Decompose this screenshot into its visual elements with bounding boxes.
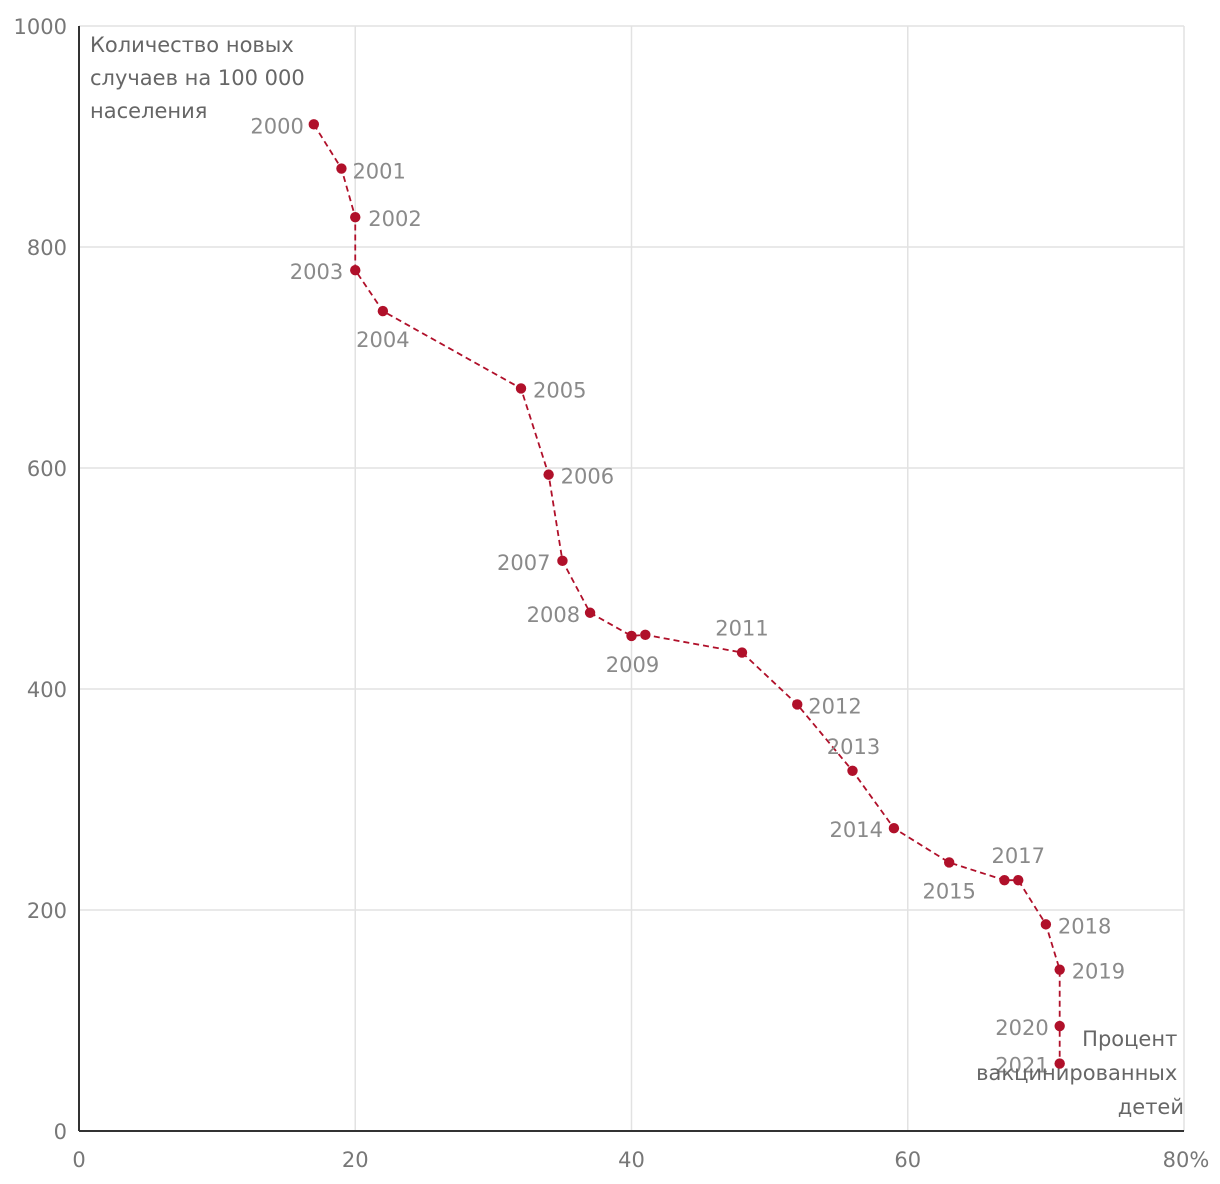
y-tick-label: 800 [27, 236, 67, 260]
point-label-2011: 2011 [715, 617, 768, 641]
point-label-2021: 2021 [995, 1054, 1048, 1078]
point-label-2000: 2000 [250, 114, 303, 138]
axes [78, 26, 1184, 1132]
point-label-2005: 2005 [533, 378, 586, 402]
data-point-2016 [999, 874, 1010, 886]
series-line [313, 123, 1061, 1064]
tick-labels: 0 20 40 60 80% 0 200 400 600 800 1000 [14, 15, 1210, 1172]
data-point-2013 [847, 765, 858, 776]
x-tick-label: 80% [1163, 1148, 1210, 1172]
data-point-2002 [350, 211, 361, 223]
x-tick-label: 40 [618, 1148, 645, 1172]
point-label-2003: 2003 [290, 260, 343, 284]
point-label-2015: 2015 [922, 879, 975, 903]
data-point-2001 [336, 163, 347, 174]
point-label-2019: 2019 [1072, 960, 1125, 984]
y-tick-label: 200 [27, 899, 67, 923]
point-labels: 2000 2001 2002 2003 2004 2005 2006 2007 2008 2009… [250, 114, 1125, 1077]
data-point-2011 [736, 647, 748, 658]
x-axis-title-line-1: Процент [1082, 1027, 1177, 1051]
point-label-2004: 2004 [356, 328, 409, 352]
data-point-2003 [350, 265, 361, 276]
y-tick-label: 600 [27, 457, 67, 481]
data-point-2015 [943, 857, 955, 868]
data-point-2000 [308, 119, 320, 130]
data-point-2019 [1054, 964, 1065, 975]
x-tick-label: 20 [342, 1148, 369, 1172]
y-axis-title-line-2: случаев на 100 000 [90, 66, 305, 90]
point-label-2014: 2014 [829, 818, 882, 842]
point-label-2012: 2012 [808, 694, 861, 718]
point-label-2013: 2013 [827, 735, 880, 759]
data-point-2014 [888, 823, 900, 834]
data-point-2010 [640, 629, 651, 641]
y-axis-title: Количество новых случаев на 100 000 насе… [90, 33, 311, 123]
data-point-2020 [1054, 1020, 1065, 1032]
x-axis-title-line-2: вакцинированных [976, 1061, 1177, 1085]
x-axis-title-line-3: детей [1118, 1095, 1184, 1119]
data-point-2007 [557, 555, 568, 567]
point-label-2008: 2008 [527, 603, 580, 627]
point-label-2001: 2001 [352, 160, 405, 184]
y-axis-title-line-3: населения [90, 99, 207, 123]
point-label-2007: 2007 [497, 551, 550, 575]
point-label-2002: 2002 [368, 207, 421, 231]
data-point-2009 [626, 630, 637, 642]
data-series [308, 119, 1065, 1069]
point-label-2009: 2009 [606, 653, 659, 677]
data-point-2008 [584, 607, 596, 618]
data-point-2005 [515, 383, 527, 394]
data-point-2004 [377, 305, 389, 317]
point-label-2020: 2020 [995, 1016, 1048, 1040]
x-tick-label: 60 [894, 1148, 921, 1172]
point-label-2017: 2017 [992, 844, 1045, 868]
y-tick-label: 1000 [14, 15, 67, 39]
data-point-2017 [1013, 874, 1024, 886]
data-point-2006 [543, 469, 554, 480]
point-label-2018: 2018 [1058, 914, 1111, 938]
x-tick-label: 0 [72, 1148, 85, 1172]
x-axis-title: Процент вакцинированных детей [976, 1027, 1184, 1119]
y-axis-title-line-1: Количество новых [90, 33, 294, 57]
y-tick-label: 400 [27, 678, 67, 702]
y-tick-label: 0 [54, 1120, 67, 1144]
grid-lines [79, 25, 1185, 1131]
point-label-2006: 2006 [561, 465, 614, 489]
data-point-2021 [1054, 1058, 1065, 1069]
data-point-2012 [792, 699, 803, 710]
data-point-2018 [1040, 919, 1052, 930]
